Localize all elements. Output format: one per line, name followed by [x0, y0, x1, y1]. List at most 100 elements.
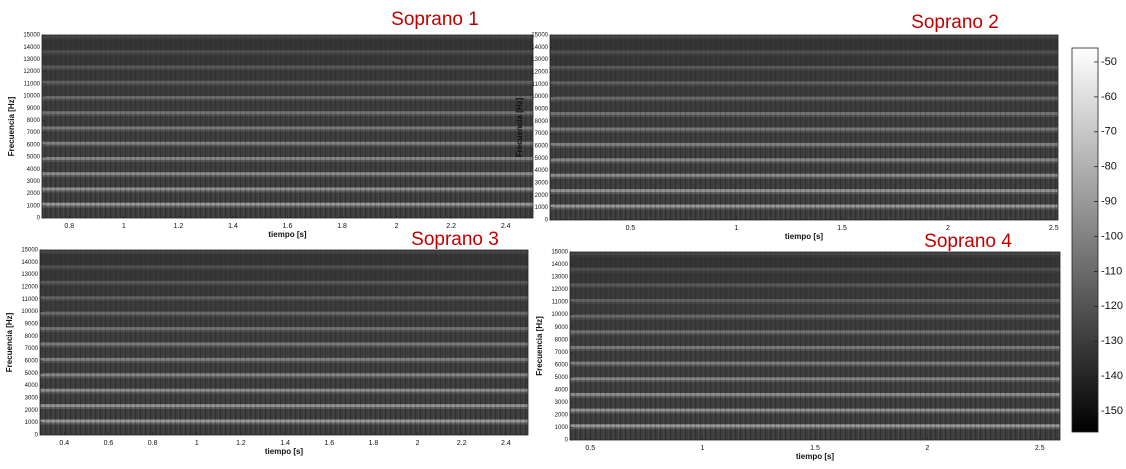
- y-tick-label: 2000: [555, 413, 569, 419]
- y-tick-label: 1000: [27, 203, 41, 209]
- y-tick-label: 10000: [551, 312, 568, 318]
- chart-title: Soprano 2: [911, 12, 999, 33]
- y-tick-label: 5000: [555, 375, 569, 381]
- chart-title: Soprano 1: [391, 9, 479, 30]
- y-tick-label: 15000: [21, 248, 38, 254]
- y-tick-label: 14000: [531, 45, 548, 51]
- y-tick-label: 5000: [27, 155, 41, 161]
- y-tick-label: 7000: [25, 346, 39, 352]
- y-tick-label: 0: [35, 433, 39, 439]
- colorbar-tick-label: -120: [1101, 300, 1123, 312]
- y-tick-label: 4000: [25, 383, 39, 389]
- y-tick-label: 2000: [25, 408, 39, 414]
- y-tick-label: 0: [37, 216, 41, 222]
- y-tick-label: 2000: [535, 193, 549, 199]
- x-axis-label: tiempo [s]: [785, 232, 824, 241]
- y-tick-label: 3000: [555, 400, 569, 406]
- colorbar-tick-label: -130: [1101, 335, 1123, 347]
- plot-frame: [549, 34, 1059, 221]
- colorbar-tick-label: -80: [1101, 161, 1117, 173]
- y-tick-label: 4000: [27, 167, 41, 173]
- colorbar-tick-label: -90: [1101, 196, 1117, 208]
- plot-frame: [39, 249, 529, 436]
- y-tick-label: 7000: [555, 350, 569, 356]
- colorbar-tick-label: -110: [1101, 265, 1122, 277]
- y-tick-label: 15000: [23, 33, 40, 39]
- x-tick-label: 1: [195, 440, 199, 447]
- y-tick-label: 12000: [21, 285, 38, 291]
- y-tick-label: 4000: [555, 387, 569, 393]
- y-tick-label: 14000: [551, 262, 568, 268]
- y-tick-label: 8000: [27, 118, 41, 124]
- x-axis-label: tiempo [s]: [268, 230, 307, 239]
- y-tick-label: 0: [545, 218, 549, 224]
- x-tick-label: 1.2: [174, 223, 184, 230]
- y-tick-label: 6000: [27, 142, 41, 148]
- colorbar-tick-label: -100: [1101, 230, 1123, 242]
- y-tick-label: 3000: [27, 179, 41, 185]
- y-tick-label: 6000: [555, 362, 569, 368]
- y-tick-label: 9000: [25, 322, 39, 328]
- y-tick-label: 7000: [27, 130, 41, 136]
- y-tick-label: 1000: [535, 205, 549, 211]
- x-tick-label: 2.2: [446, 223, 456, 230]
- x-tick-label: 1.2: [236, 440, 246, 447]
- y-tick-label: 11000: [24, 81, 41, 87]
- y-axis-label: Frecuencia [Hz]: [5, 312, 14, 372]
- y-tick-label: 14000: [23, 45, 40, 51]
- x-tick-label: 1: [701, 445, 705, 452]
- y-tick-label: 3000: [535, 181, 549, 187]
- spectrogram-fade: [570, 252, 1060, 440]
- spectrogram-fade: [42, 35, 533, 218]
- x-tick-label: 1.5: [837, 225, 847, 232]
- y-tick-label: 8000: [25, 334, 39, 340]
- y-tick-label: 1000: [555, 425, 569, 431]
- y-tick-label: 12000: [531, 70, 548, 76]
- y-axis-label: Frecuencia [Hz]: [7, 96, 16, 156]
- y-tick-label: 8000: [555, 337, 569, 343]
- y-tick-label: 11000: [532, 82, 549, 88]
- x-tick-label: 2.5: [1049, 225, 1059, 232]
- y-tick-label: 15000: [531, 33, 548, 39]
- spectrogram-fade: [40, 250, 528, 435]
- x-tick-label: 1: [122, 223, 126, 230]
- y-tick-label: 3000: [25, 396, 39, 402]
- y-tick-label: 12000: [23, 69, 40, 75]
- y-axis-label: Frecuencia [Hz]: [515, 97, 524, 157]
- spectrogram-fade: [550, 35, 1058, 220]
- y-tick-label: 14000: [21, 260, 38, 266]
- colorbar: [1071, 47, 1099, 433]
- y-tick-label: 11000: [552, 300, 569, 306]
- colorbar-tick-label: -70: [1101, 126, 1117, 138]
- x-tick-label: 0.8: [148, 440, 158, 447]
- x-tick-label: 1.4: [228, 223, 238, 230]
- x-tick-label: 1.5: [810, 445, 820, 452]
- x-tick-label: 1.8: [369, 440, 379, 447]
- chart-title: Soprano 3: [411, 229, 499, 250]
- x-tick-label: 2.2: [457, 440, 467, 447]
- y-tick-label: 10000: [21, 309, 38, 315]
- x-axis-label: tiempo [s]: [265, 447, 304, 456]
- y-tick-label: 5000: [25, 371, 39, 377]
- x-tick-label: 1.6: [324, 440, 334, 447]
- y-tick-label: 1000: [25, 420, 39, 426]
- y-axis-label: Frecuencia [Hz]: [535, 316, 544, 376]
- y-tick-label: 2000: [27, 191, 41, 197]
- x-tick-label: 2: [395, 223, 399, 230]
- y-tick-label: 12000: [551, 287, 568, 293]
- x-tick-label: 0.4: [59, 440, 69, 447]
- y-tick-label: 6000: [25, 359, 39, 365]
- x-tick-label: 2.4: [501, 440, 511, 447]
- y-tick-label: 4000: [535, 168, 549, 174]
- y-tick-label: 10000: [23, 94, 40, 100]
- colorbar-tick-label: -50: [1101, 56, 1117, 68]
- x-tick-label: 2: [925, 445, 929, 452]
- x-tick-label: 1.8: [337, 223, 347, 230]
- y-tick-label: 15000: [551, 250, 568, 256]
- x-tick-label: 0.5: [626, 225, 636, 232]
- colorbar-tick-label: -150: [1101, 405, 1123, 417]
- y-tick-label: 10000: [531, 94, 548, 100]
- x-tick-label: 2.4: [501, 223, 511, 230]
- x-tick-label: 2: [416, 440, 420, 447]
- x-tick-label: 0.5: [585, 445, 595, 452]
